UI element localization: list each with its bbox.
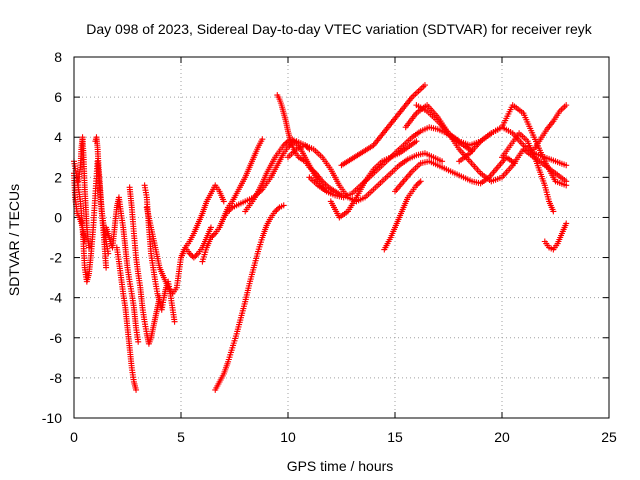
series-arc-early-c <box>75 134 92 251</box>
y-axis-label: SDTVAR / TECUs <box>6 184 22 296</box>
series-arc-late-e <box>499 130 557 215</box>
data-point <box>209 233 216 240</box>
y-tick-label: 2 <box>54 169 62 185</box>
data-point <box>550 208 557 215</box>
series-arc-late-a <box>392 154 518 195</box>
y-tick-label: 6 <box>54 89 62 105</box>
x-axis-label: GPS time / hours <box>287 458 394 474</box>
data-point <box>103 264 110 271</box>
data-point <box>190 254 197 261</box>
data-point <box>105 250 112 257</box>
data-point <box>192 253 199 260</box>
data-point <box>171 318 178 325</box>
x-tick-label: 0 <box>70 429 78 445</box>
data-point <box>135 338 142 345</box>
series-arc-early-h <box>141 182 178 325</box>
data-point <box>186 250 193 257</box>
data-point <box>413 138 420 145</box>
series-arc-early-d <box>92 134 112 257</box>
data-points <box>71 82 570 393</box>
data-point <box>413 182 420 189</box>
data-point <box>563 162 570 169</box>
series-arc-mid-a <box>285 142 446 205</box>
data-point <box>563 102 570 109</box>
series-arc-early-g <box>126 184 163 347</box>
data-point <box>421 82 428 89</box>
x-tick-label: 20 <box>494 429 510 445</box>
x-tick-label: 10 <box>280 429 296 445</box>
data-point <box>275 205 282 212</box>
data-point <box>225 208 232 215</box>
data-point <box>259 136 266 143</box>
data-point <box>133 386 140 393</box>
series-arc-mid-e <box>381 178 424 253</box>
series-arc-early-j <box>178 182 227 261</box>
x-tick-label: 25 <box>601 429 617 445</box>
series-arc-late-d <box>456 102 570 189</box>
chart-title: Day 098 of 2023, Sidereal Day-to-day VTE… <box>86 21 592 37</box>
series-arc-early-i <box>143 204 214 297</box>
data-point <box>414 181 421 188</box>
data-point <box>187 251 194 258</box>
data-point <box>207 224 214 231</box>
x-tick-label: 5 <box>177 429 185 445</box>
y-tick-label: -6 <box>50 330 63 346</box>
series-arc-late-g <box>531 102 570 153</box>
y-tick-label: 8 <box>54 49 62 65</box>
data-point <box>417 178 424 185</box>
data-point <box>210 231 217 238</box>
grid <box>74 57 609 418</box>
data-point <box>81 238 88 245</box>
data-point <box>272 208 279 215</box>
data-point <box>227 205 234 212</box>
data-point <box>439 158 446 165</box>
data-point <box>280 202 287 209</box>
y-tick-label: 0 <box>54 209 62 225</box>
data-point <box>207 234 214 241</box>
data-point <box>273 207 280 214</box>
plot-frame <box>73 56 610 419</box>
series-arc-mid-c <box>327 138 420 221</box>
y-tick-labels: -10 -8 -6 -4 -2 0 2 4 6 8 <box>42 49 62 426</box>
y-tick-label: -10 <box>42 410 62 426</box>
y-tick-label: -2 <box>50 250 63 266</box>
data-point <box>282 140 289 147</box>
data-point <box>563 182 570 189</box>
y-tick-label: -4 <box>50 290 63 306</box>
data-point <box>226 207 233 214</box>
data-point <box>416 179 423 186</box>
data-point <box>292 138 299 145</box>
y-tick-label: 4 <box>54 129 62 145</box>
data-point <box>220 198 227 205</box>
data-point <box>283 139 290 146</box>
data-point <box>193 251 200 258</box>
y-tick-label: -8 <box>50 370 63 386</box>
series-arc-late-f <box>541 220 570 253</box>
x-tick-label: 15 <box>387 429 403 445</box>
series-arc-rise-a <box>212 202 287 393</box>
series-arc-early-k <box>199 136 266 265</box>
series-arc-early-e <box>103 194 142 345</box>
series-arc-mid-d <box>338 82 428 169</box>
series-arc-early-f <box>113 244 140 393</box>
data-point <box>563 220 570 227</box>
data-point <box>280 142 287 149</box>
series-arc-peak-a <box>274 92 345 199</box>
tick-marks <box>73 56 610 419</box>
x-tick-labels: 0 5 10 15 20 25 <box>70 429 617 445</box>
data-point <box>85 244 92 251</box>
